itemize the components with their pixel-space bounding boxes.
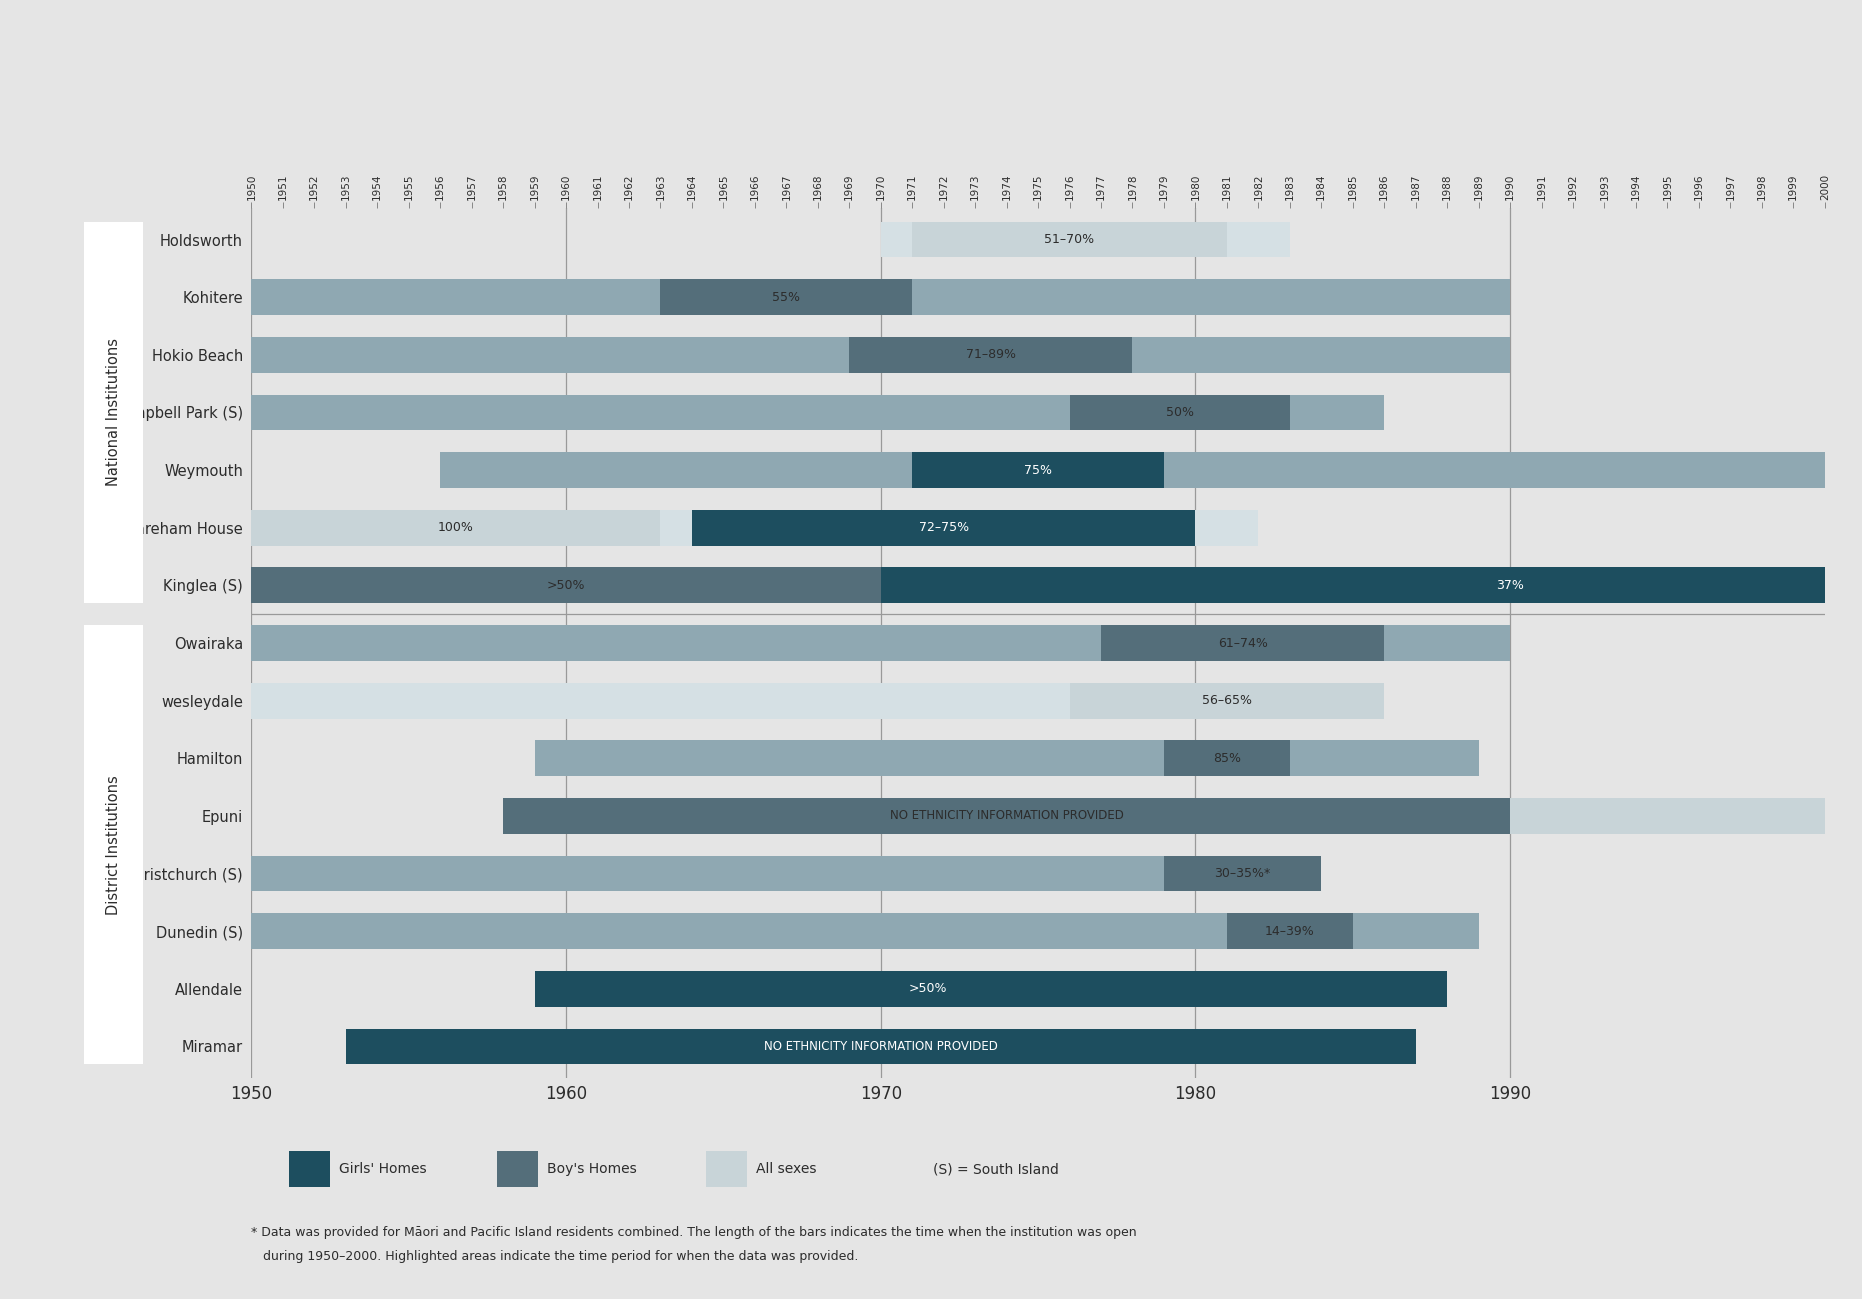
Text: 14–39%: 14–39% <box>1264 925 1315 938</box>
Text: * Data was provided for Māori and Pacific Island residents combined. The length : * Data was provided for Māori and Pacifi… <box>251 1226 1138 1239</box>
Bar <box>1227 913 1354 950</box>
Bar <box>251 913 1478 950</box>
Text: NO ETHNICITY INFORMATION PROVIDED: NO ETHNICITY INFORMATION PROVIDED <box>890 809 1123 822</box>
Text: 55%: 55% <box>773 291 801 304</box>
Text: 51–70%: 51–70% <box>1045 233 1095 246</box>
Bar <box>251 395 1383 430</box>
Bar <box>251 336 1510 373</box>
Text: (S) = South Island: (S) = South Island <box>933 1163 1059 1176</box>
Text: District Institutions: District Institutions <box>106 776 121 914</box>
Bar <box>1510 798 1825 834</box>
Bar <box>534 970 1447 1007</box>
Text: >50%: >50% <box>909 982 948 995</box>
Text: 75%: 75% <box>1024 464 1052 477</box>
Bar <box>251 511 661 546</box>
Bar <box>251 856 1322 891</box>
Text: All sexes: All sexes <box>756 1163 816 1176</box>
Text: during 1950–2000. Highlighted areas indicate the time period for when the data w: during 1950–2000. Highlighted areas indi… <box>251 1250 858 1263</box>
Text: 100%: 100% <box>438 521 473 534</box>
Bar <box>439 452 1825 488</box>
Text: >50%: >50% <box>547 579 585 592</box>
Bar <box>849 336 1132 373</box>
Bar <box>912 222 1227 257</box>
Bar <box>251 568 881 603</box>
Bar <box>346 1029 1415 1064</box>
Bar <box>1415 568 1605 603</box>
Text: Boy's Homes: Boy's Homes <box>547 1163 637 1176</box>
Bar <box>693 511 1195 546</box>
Bar <box>1069 683 1383 718</box>
Bar <box>534 740 1478 776</box>
Text: 61–74%: 61–74% <box>1218 637 1268 650</box>
Bar <box>251 625 1510 661</box>
Bar <box>503 798 1510 834</box>
Bar <box>1069 395 1290 430</box>
Bar <box>1164 740 1290 776</box>
Bar <box>912 452 1164 488</box>
Text: National Institutions: National Institutions <box>106 339 121 486</box>
Text: 72–75%: 72–75% <box>918 521 968 534</box>
Bar <box>881 222 1290 257</box>
Text: 71–89%: 71–89% <box>966 348 1017 361</box>
Bar <box>251 279 1510 316</box>
Bar <box>1164 856 1322 891</box>
Bar <box>251 511 1259 546</box>
Bar <box>346 1029 1415 1064</box>
Text: 30–35%*: 30–35%* <box>1214 866 1270 879</box>
Bar <box>251 568 1825 603</box>
Text: 50%: 50% <box>1166 407 1194 420</box>
Text: NO ETHNICITY INFORMATION PROVIDED: NO ETHNICITY INFORMATION PROVIDED <box>763 1040 998 1053</box>
Text: 85%: 85% <box>1212 752 1240 765</box>
Bar <box>661 279 912 316</box>
Bar <box>534 970 1322 1007</box>
Text: 37%: 37% <box>1497 579 1523 592</box>
Bar <box>251 683 1383 718</box>
Bar <box>1100 625 1383 661</box>
Bar <box>503 798 1510 834</box>
Text: 56–65%: 56–65% <box>1201 694 1251 707</box>
Text: Girls' Homes: Girls' Homes <box>339 1163 426 1176</box>
